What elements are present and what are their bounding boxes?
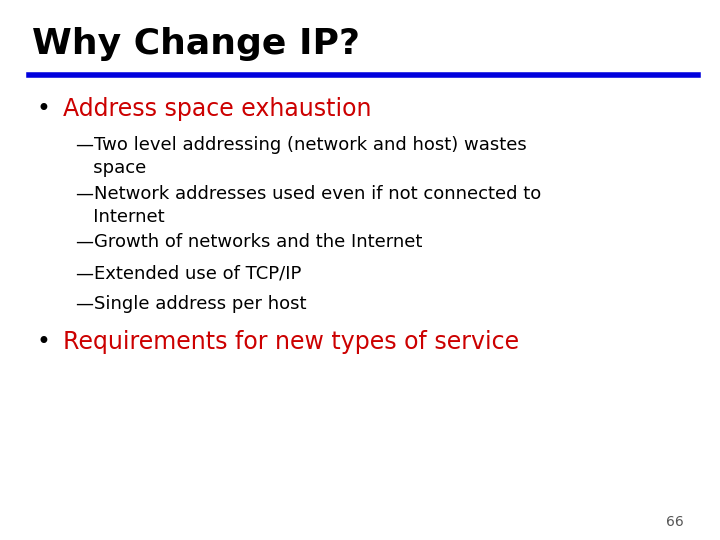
Text: Requirements for new types of service: Requirements for new types of service	[63, 330, 520, 354]
Text: •: •	[36, 97, 50, 121]
Text: —Extended use of TCP/IP: —Extended use of TCP/IP	[76, 264, 301, 282]
Text: Address space exhaustion: Address space exhaustion	[63, 97, 372, 121]
Text: 66: 66	[666, 515, 684, 529]
Text: —Single address per host: —Single address per host	[76, 295, 306, 313]
Text: —Growth of networks and the Internet: —Growth of networks and the Internet	[76, 233, 422, 251]
Text: Why Change IP?: Why Change IP?	[32, 27, 361, 61]
Text: —Two level addressing (network and host) wastes
   space: —Two level addressing (network and host)…	[76, 136, 526, 177]
Text: •: •	[36, 330, 50, 354]
Text: —Network addresses used even if not connected to
   Internet: —Network addresses used even if not conn…	[76, 185, 541, 226]
